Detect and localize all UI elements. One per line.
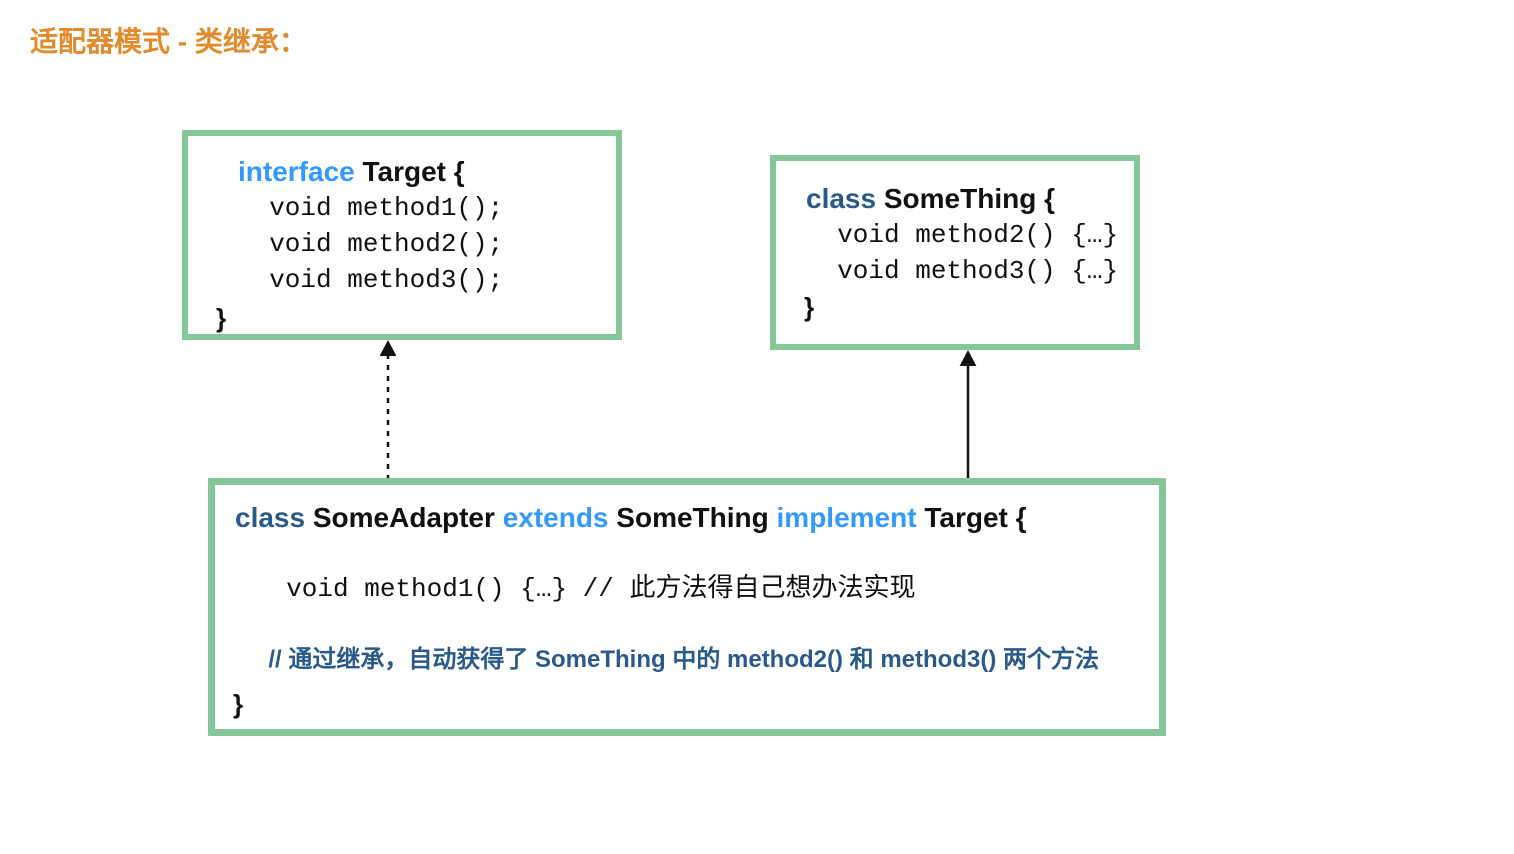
target-line-1: void method1(); — [238, 190, 616, 226]
adapter-header: class SomeAdapter extends SomeThing impl… — [235, 500, 1159, 536]
adapter-header-token: Target { — [924, 502, 1026, 533]
extends-arrow — [948, 350, 988, 478]
class-something-box: class SomeThing { void method2() {…} voi… — [770, 155, 1140, 350]
something-close: } — [804, 289, 1134, 325]
adapter-header-token: extends — [503, 502, 617, 533]
adapter-method-line: void method1() {…} // 此方法得自己想办法实现 — [235, 571, 1159, 607]
something-line-2: void method3() {…} — [806, 253, 1134, 289]
class-keyword: class — [806, 183, 876, 214]
something-header: class SomeThing { — [806, 181, 1134, 217]
target-close: } — [216, 300, 616, 336]
diagram-title: 适配器模式 - 类继承： — [30, 20, 307, 60]
interface-target-box: interface Target { void method1(); void … — [182, 130, 622, 340]
interface-keyword: interface — [238, 156, 355, 187]
something-line-1: void method2() {…} — [806, 217, 1134, 253]
class-adapter-box: class SomeAdapter extends SomeThing impl… — [208, 478, 1166, 736]
something-classname: SomeThing { — [876, 183, 1055, 214]
target-header: interface Target { — [238, 154, 616, 190]
target-classname: Target { — [355, 156, 465, 187]
adapter-header-token: implement — [777, 502, 925, 533]
adapter-close: } — [233, 686, 1159, 722]
target-line-3: void method3(); — [238, 262, 616, 298]
implements-arrow — [368, 340, 408, 478]
adapter-header-token: class — [235, 502, 313, 533]
adapter-header-token: SomeAdapter — [313, 502, 503, 533]
adapter-comment-line: // 通过继承，自动获得了 SomeThing 中的 method2() 和 m… — [235, 642, 1159, 678]
target-line-2: void method2(); — [238, 226, 616, 262]
adapter-header-token: SomeThing — [616, 502, 776, 533]
